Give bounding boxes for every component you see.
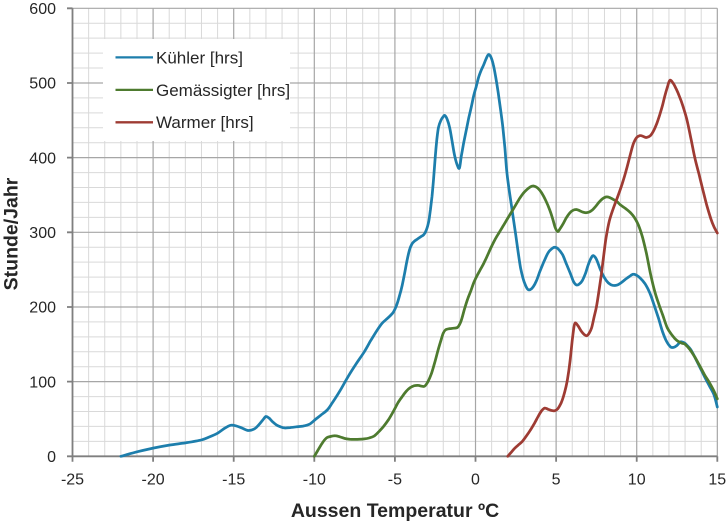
svg-text:Gemässigter [hrs]: Gemässigter [hrs] xyxy=(156,81,290,100)
svg-text:-25: -25 xyxy=(61,472,84,489)
svg-text:Stunde/Jahr: Stunde/Jahr xyxy=(1,177,23,290)
svg-text:400: 400 xyxy=(29,150,56,167)
svg-text:-5: -5 xyxy=(388,472,402,489)
svg-text:10: 10 xyxy=(628,472,646,489)
svg-text:-20: -20 xyxy=(142,472,165,489)
svg-text:0: 0 xyxy=(47,449,56,466)
svg-text:Kühler [hrs]: Kühler [hrs] xyxy=(156,48,243,67)
svg-text:Warmer [hrs]: Warmer [hrs] xyxy=(156,113,254,132)
svg-text:100: 100 xyxy=(29,374,56,391)
svg-text:0: 0 xyxy=(471,472,480,489)
svg-text:200: 200 xyxy=(29,300,56,317)
svg-text:Aussen Temperatur ºC: Aussen Temperatur ºC xyxy=(291,500,499,521)
svg-text:-10: -10 xyxy=(303,472,326,489)
svg-text:5: 5 xyxy=(552,472,561,489)
svg-text:-15: -15 xyxy=(222,472,245,489)
svg-text:300: 300 xyxy=(29,225,56,242)
svg-text:600: 600 xyxy=(29,1,56,18)
svg-text:15: 15 xyxy=(708,472,726,489)
svg-text:500: 500 xyxy=(29,76,56,93)
